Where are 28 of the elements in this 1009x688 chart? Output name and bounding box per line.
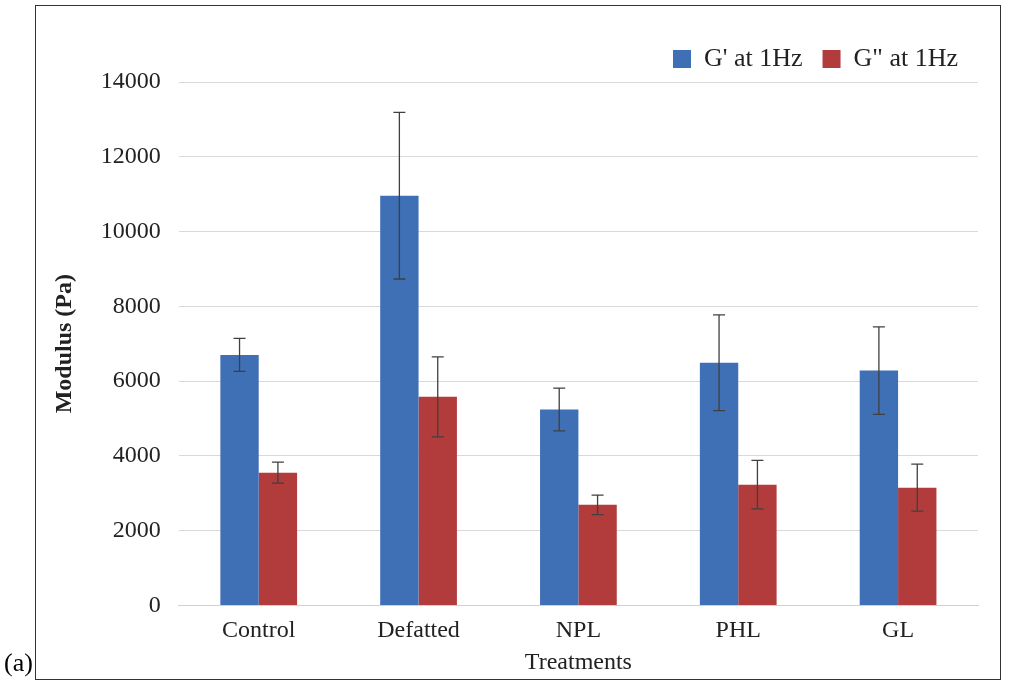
- y-tick-label: 10000: [100, 216, 161, 243]
- y-tick-label: 12000: [100, 142, 161, 169]
- bar: [699, 362, 739, 605]
- x-axis-title: Treatments: [524, 647, 632, 674]
- x-tick-label: Defatted: [377, 616, 460, 643]
- legend-label: G" at 1Hz: [853, 42, 959, 72]
- y-tick-label: 6000: [112, 366, 161, 393]
- x-tick-label: GL: [882, 616, 915, 643]
- x-tick-label: PHL: [715, 616, 761, 643]
- y-tick-label: 0: [148, 590, 161, 617]
- bar: [220, 354, 259, 605]
- y-axis-title: Modulus (Pa): [49, 274, 76, 414]
- bar: [859, 370, 899, 605]
- bar: [578, 504, 617, 605]
- bar: [380, 195, 419, 605]
- bar: [898, 487, 937, 605]
- y-tick-label: 14000: [100, 67, 161, 94]
- bar: [418, 396, 457, 605]
- y-tick-label: 4000: [112, 441, 161, 468]
- bar: [540, 409, 579, 605]
- bar: [738, 484, 777, 605]
- text: (a): [4, 648, 33, 678]
- y-tick-label: 2000: [112, 515, 161, 542]
- legend-label: G' at 1Hz: [703, 42, 803, 72]
- x-tick-label: NPL: [555, 616, 602, 643]
- x-tick-label: Control: [222, 616, 296, 643]
- y-tick-label: 8000: [112, 291, 161, 318]
- bar: [258, 472, 298, 605]
